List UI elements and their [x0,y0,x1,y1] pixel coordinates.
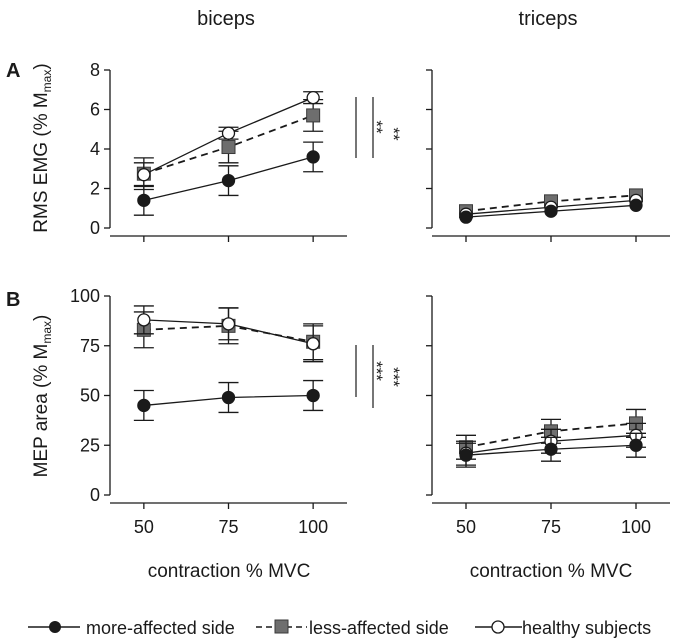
y-axis-title-a: RMS EMG (% Mmax) [31,63,54,232]
y-tick-label: 100 [70,286,100,306]
data-point-healthy-subjects [221,126,236,140]
legend-marker-more-affected [49,621,61,633]
y-tick-label: 6 [90,100,100,120]
x-tick-label: 100 [621,517,651,537]
y-tick-label: 0 [90,485,100,505]
significance-label-b-2: *** [384,367,403,387]
data-point-more-affected-side [459,448,473,462]
data-point-healthy-subjects [137,168,151,182]
y-tick-label: 0 [90,218,100,238]
chart-panel-a-biceps: 0 2 4 6 8 [90,60,347,242]
data-point-more-affected-side [221,390,236,405]
data-point-more-affected-side [137,193,151,208]
y-tick-label: 25 [80,435,100,455]
chart-panel-b-biceps: 0 25 50 75 100 50 75 100 [70,286,347,537]
x-tick-label: 100 [298,517,328,537]
series-more-affected-side [456,432,646,468]
data-point-more-affected-side [459,210,473,224]
legend-marker-healthy [491,620,505,634]
panel-letter-a: A [6,60,20,82]
data-point-more-affected-side [137,398,151,413]
y-tick-label: 75 [80,336,100,356]
legend-label-healthy: healthy subjects [522,618,651,638]
column-title-triceps: triceps [519,8,578,30]
column-title-biceps: biceps [197,8,255,30]
x-tick-label: 50 [134,517,154,537]
series-more-affected-side [459,198,643,224]
series-healthy-subjects [133,91,324,188]
series-more-affected-side [133,141,324,216]
panel-letter-b: B [6,289,20,311]
data-point-less-affected-side [221,140,236,155]
series-more-affected-side [133,379,324,422]
data-point-more-affected-side [544,204,558,218]
series-healthy-subjects [133,305,324,363]
data-point-healthy-subjects [137,313,151,327]
y-tick-label: 4 [90,139,100,159]
y-tick-label: 2 [90,179,100,199]
data-point-healthy-subjects [306,91,320,105]
legend-label-less-affected: less-affected side [309,618,449,638]
legend-marker-less-affected [274,619,289,634]
y-tick-label: 50 [80,386,100,406]
x-axis-title-biceps: contraction % MVC [148,561,311,582]
x-tick-label: 75 [541,517,561,537]
significance-label-a-2: ** [384,127,403,141]
significance-label-b-1: *** [367,361,386,381]
data-point-more-affected-side [629,198,643,212]
data-point-less-affected-side [306,108,321,123]
data-point-more-affected-side [306,150,320,164]
data-point-more-affected-side [544,442,558,456]
y-axis-title-b: MEP area (% Mmax) [31,315,54,478]
legend: more-affected side less-affected side he… [28,618,651,638]
chart-panel-a-triceps [426,69,670,242]
data-point-more-affected-side [221,173,236,188]
data-point-more-affected-side [306,388,320,403]
x-tick-label: 50 [456,517,476,537]
x-tick-label: 75 [218,517,238,537]
significance-label-a-1: ** [367,120,386,134]
y-tick-label: 8 [90,60,100,80]
x-axis-title-triceps: contraction % MVC [470,561,633,582]
data-point-healthy-subjects [306,337,320,351]
data-point-more-affected-side [629,438,643,452]
data-point-healthy-subjects [221,317,236,331]
chart-panel-b-triceps: 50 75 100 [426,295,670,537]
legend-label-more-affected: more-affected side [86,618,235,638]
